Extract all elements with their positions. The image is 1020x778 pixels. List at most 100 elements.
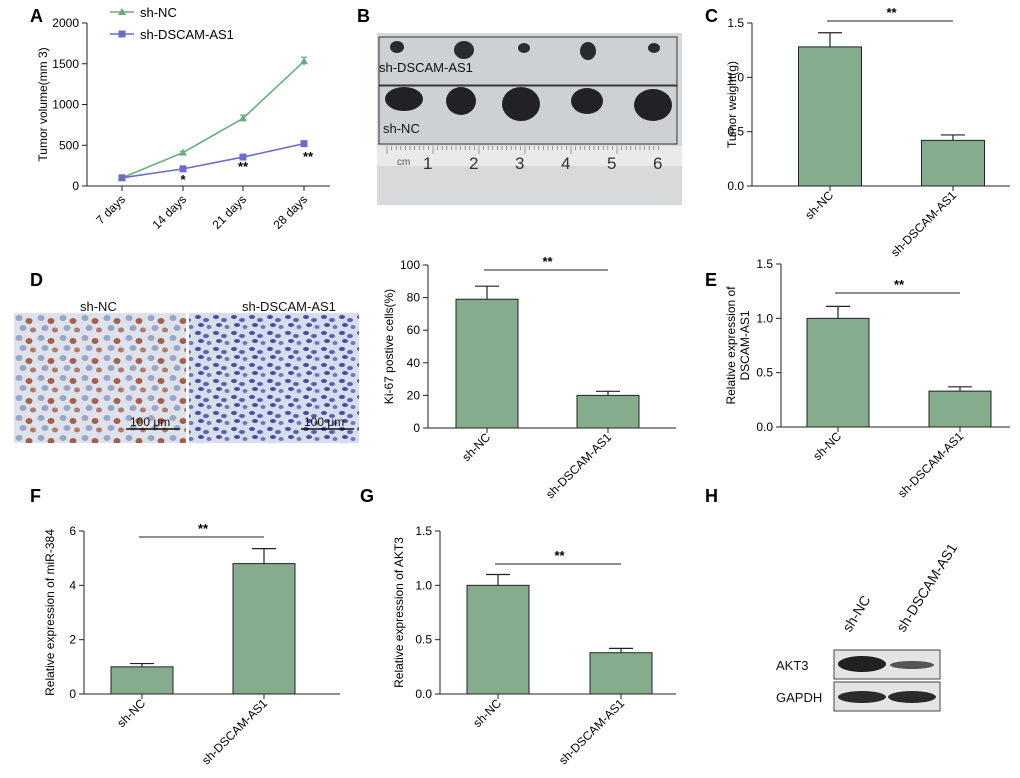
y-axis-label: Ki-67 postive cells(%) xyxy=(382,289,396,404)
tumor-photo: sh-DSCAM-AS1 sh-NC cm 1 2 3 4 5 6 xyxy=(377,33,682,205)
blot-lane-label-2: sh-DSCAM-AS1 xyxy=(893,540,960,634)
data-point xyxy=(239,114,247,122)
data-point xyxy=(179,165,187,173)
bar xyxy=(232,563,296,695)
y-axis-label: Tumor weight(g) xyxy=(725,61,739,148)
y-tick-label: 1.5 xyxy=(756,257,773,271)
significance-mark: ** xyxy=(886,5,897,20)
y-tick-label: 2 xyxy=(69,633,76,647)
legend-marker xyxy=(118,30,126,38)
y-tick-label: 6 xyxy=(69,524,76,538)
category-label: sh-NC xyxy=(114,696,148,730)
category-label: sh-NC xyxy=(470,696,504,730)
significance-mark: ** xyxy=(303,149,314,164)
data-point xyxy=(179,148,187,156)
ruler-number: 4 xyxy=(561,154,570,173)
bar xyxy=(921,139,985,187)
ruler-number: 2 xyxy=(469,154,478,173)
ruler-unit: cm xyxy=(397,157,410,168)
bar-chart-e: 0.0 0.5 1.0 1.5 sh-NC sh-DSCAM-AS1 ** Relative … xyxy=(724,257,1010,500)
bar-chart-g: 0.0 0.5 1.0 1.5 sh-NC sh-DSCAM-AS1 ** Relative … xyxy=(392,524,676,767)
y-tick-label: 0.0 xyxy=(415,687,432,701)
y-tick-label: 0.0 xyxy=(727,179,744,193)
bar-chart-d-right: 0 20 40 60 80 100 sh-NC sh-DSCAM-AS1 ** Ki-67 pos… xyxy=(382,254,676,501)
y-tick-label: 1.5 xyxy=(415,524,432,538)
y-tick-label: 1.5 xyxy=(727,16,744,30)
y-axis-label: Tumor volume(mm 3) xyxy=(36,47,50,161)
data-point xyxy=(118,174,126,182)
ihc-label-right: sh-DSCAM-AS1 xyxy=(242,299,336,314)
y-tick-label: 0.5 xyxy=(727,125,744,139)
legend-marker xyxy=(118,8,126,15)
legend-label: sh-NC xyxy=(140,5,177,20)
ihc-sh-nc xyxy=(14,313,186,443)
series-line xyxy=(121,142,305,179)
significance-mark: ** xyxy=(198,521,209,536)
category-label: sh-DSCAM-AS1 xyxy=(895,429,966,500)
y-tick-label: 20 xyxy=(407,388,421,402)
ruler-number: 5 xyxy=(607,154,616,173)
bar xyxy=(798,46,862,187)
blot-lane-label-1: sh-NC xyxy=(839,592,874,634)
y-tick-label: 4 xyxy=(69,578,76,592)
scale-bar-right: 100 μm xyxy=(304,415,344,429)
bar xyxy=(455,298,519,429)
ruler-number: 3 xyxy=(515,154,524,173)
series-line xyxy=(121,60,305,179)
ruler: cm 1 2 3 4 5 6 xyxy=(377,146,682,173)
significance-mark: ** xyxy=(238,159,249,174)
category-label: sh-DSCAM-AS1 xyxy=(199,696,270,767)
western-blot: sh-NC sh-DSCAM-AS1 AKT3 GAPDH xyxy=(776,540,960,712)
y-tick-label: 80 xyxy=(407,291,421,305)
ruler-number: 1 xyxy=(423,154,432,173)
photo-label-top: sh-DSCAM-AS1 xyxy=(379,60,473,75)
data-point xyxy=(300,140,308,148)
y-tick-label: 500 xyxy=(59,138,79,152)
y-tick-label: 2000 xyxy=(52,16,79,30)
y-tick-label: 40 xyxy=(407,356,421,370)
significance-mark: * xyxy=(180,172,186,187)
scale-bar-left: 100 μm xyxy=(130,415,170,429)
y-axis-label: Relative expression of miR-384 xyxy=(43,529,57,696)
y-tick-label: 0 xyxy=(413,421,420,435)
y-tick-label: 0.5 xyxy=(756,366,773,380)
ihc-sh-dscam xyxy=(189,313,359,443)
ihc-label-left: sh-NC xyxy=(80,299,117,314)
significance-mark: ** xyxy=(554,548,565,563)
y-tick-label: 0 xyxy=(69,687,76,701)
bar xyxy=(576,394,640,429)
y-tick-label: 0.5 xyxy=(415,633,432,647)
bar xyxy=(589,652,653,695)
bar-chart-c: 0.0 0.5 1.0 1.5 sh-NC sh-DSCAM-AS1 ** Tumor wei… xyxy=(725,5,1010,259)
y-axis-label: DSCAM-AS1 xyxy=(738,310,752,380)
bar-chart-f: 0 2 4 6 sh-NC sh-DSCAM-AS1 ** Relative expressi… xyxy=(43,521,340,767)
photo-label-bottom: sh-NC xyxy=(383,121,420,136)
y-tick-label: 1500 xyxy=(52,57,79,71)
bar xyxy=(806,317,870,428)
category-label: sh-DSCAM-AS1 xyxy=(888,188,959,259)
knockdown-tumors xyxy=(390,41,660,60)
bar xyxy=(110,666,174,695)
category-label: sh-NC xyxy=(802,188,836,222)
ihc-images: 100 μm 100 μm xyxy=(14,313,359,443)
category-label: sh-NC xyxy=(459,430,493,464)
data-point xyxy=(300,57,308,65)
y-tick-label: 1.0 xyxy=(756,311,773,325)
significance-mark: ** xyxy=(542,254,553,269)
data-point xyxy=(239,153,247,161)
bar xyxy=(928,390,992,428)
y-tick-label: 1.0 xyxy=(727,70,744,84)
y-axis-label: Relative expression of AKT3 xyxy=(392,537,406,688)
category-label: sh-NC xyxy=(810,429,844,463)
blot-row-gapdh: GAPDH xyxy=(776,690,822,705)
y-tick-label: 60 xyxy=(407,323,421,337)
legend-label: sh-DSCAM-AS1 xyxy=(140,27,234,42)
blot-row-akt3: AKT3 xyxy=(776,658,809,673)
y-tick-label: 1.0 xyxy=(415,578,432,592)
category-label: sh-DSCAM-AS1 xyxy=(556,696,627,767)
significance-mark: ** xyxy=(894,277,905,292)
category-label: sh-DSCAM-AS1 xyxy=(543,430,614,501)
y-tick-label: 0 xyxy=(72,179,79,193)
